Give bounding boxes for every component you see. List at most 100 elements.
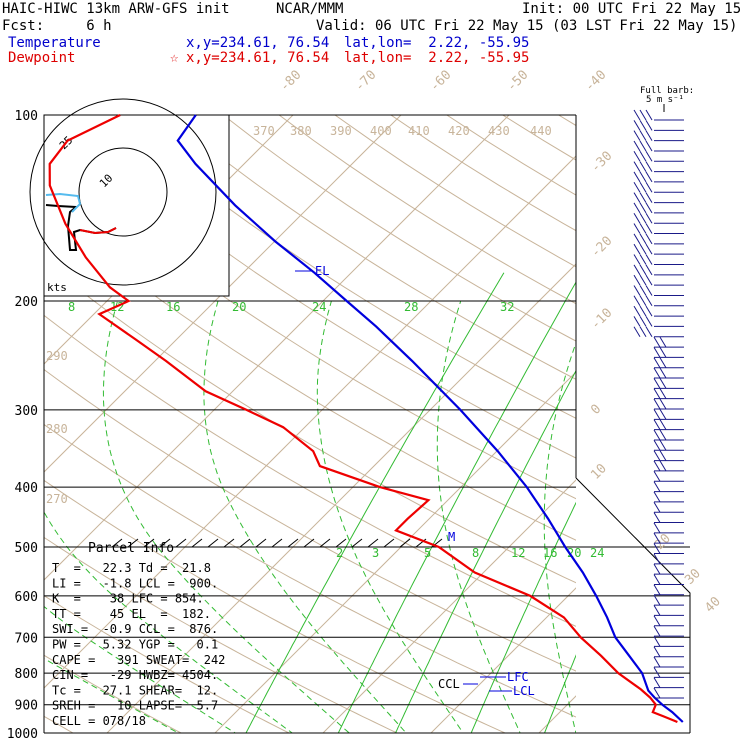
isotherm-label: -10 [588, 306, 615, 333]
mixing-label-lower: 2 [336, 546, 343, 560]
wind-barb [633, 305, 684, 317]
isotherm-label: -50 [504, 68, 531, 95]
dewpoint-legend: Dewpoint [8, 50, 76, 66]
dewpoint-xy: x,y=234.61, 76.54 [186, 50, 330, 66]
barb-legend-line2: 5 m s⁻¹ [646, 95, 684, 105]
parcel-row: CAPE = 391 SWEAT= 242 [52, 653, 225, 667]
wind-barb [633, 140, 684, 152]
lfc-label: LFC [507, 670, 529, 684]
level-markers [295, 270, 512, 692]
parcel-row: SREH = 10 LAPSE= 5.7 [52, 699, 218, 713]
mixing-label-lower: 16 [543, 546, 557, 560]
wind-barb [633, 223, 684, 235]
mixing-label-lower: 8 [472, 546, 479, 560]
wind-barb-legend: Full barb: 5 m s⁻¹ [640, 86, 694, 112]
wind-barb [653, 574, 684, 585]
theta-label: 400 [370, 124, 392, 138]
isotherm-label: 0 [588, 402, 604, 418]
wind-barb [653, 501, 684, 513]
temperature-trace [176, 114, 684, 723]
forecast-hour: Fcst: 6 h [2, 18, 112, 34]
wind-barb [653, 378, 684, 389]
pressure-label-900: 900 [15, 699, 38, 714]
moist-adiabat [203, 300, 407, 733]
wind-barb [653, 656, 684, 668]
parcel-row: K = 38 LFC = 854. [52, 592, 204, 606]
pressure-label-300: 300 [15, 404, 38, 419]
temperature-legend: Temperature [8, 35, 101, 51]
wind-barb [653, 512, 684, 524]
isobar-hatch [111, 538, 123, 548]
wind-barb [633, 202, 684, 214]
wind-barb [633, 171, 684, 183]
isobar-hatch [223, 538, 235, 548]
wind-barb [633, 254, 684, 265]
right-axis-slant [575, 477, 691, 733]
dry-adiabat [54, 115, 576, 459]
wind-barb [653, 440, 684, 451]
mixing-label: 32 [500, 300, 514, 314]
isobar-hatch [191, 538, 203, 548]
parcel-row: T = 22.3 Td = 21.8 [52, 561, 211, 575]
lcl-label: LCL [513, 684, 535, 698]
mixing-ratio-line [694, 273, 740, 740]
isotherm-label: 20 [652, 531, 674, 553]
dry-adiabat [44, 368, 576, 672]
mixing-label-lower: 3 [372, 546, 379, 560]
theta-label-left: 290 [46, 349, 68, 363]
el-label: EL [315, 264, 329, 278]
isobar-hatch [303, 538, 315, 548]
mixing-label-lower: 5 [424, 546, 431, 560]
parcel-title: Parcel Info [88, 541, 174, 556]
wind-barb [653, 367, 684, 379]
wind-barb [633, 151, 684, 162]
wind-barb [653, 491, 684, 503]
wind-barb [653, 625, 684, 637]
wind-barb [653, 584, 684, 596]
isotherm-label: 10 [588, 461, 610, 483]
isobar-hatch [159, 538, 171, 548]
ccl-label: CCL [438, 677, 460, 691]
wind-barb [633, 295, 684, 307]
valid-time: Valid: 06 UTC Fri 22 May 15 (03 LST Fri … [316, 18, 738, 34]
pressure-label-100: 100 [15, 109, 38, 124]
wind-barb [653, 522, 684, 534]
isobar-hatch [271, 538, 283, 548]
theta-label: 390 [330, 124, 352, 138]
wind-barb [653, 481, 684, 493]
moist-adiabat [102, 300, 350, 733]
theta-label-left: 280 [46, 422, 68, 436]
dry-adiabat [44, 208, 576, 541]
mixing-label-lower: 24 [590, 546, 604, 560]
pressure-label-500: 500 [15, 541, 38, 556]
mixing-label: 20 [232, 300, 246, 314]
wind-barb [653, 409, 684, 420]
wind-barb [653, 646, 684, 658]
parcel-row: CIN = -29 HWBZ= 4504. [52, 668, 218, 682]
isotherm-line [106, 263, 576, 733]
hodograph-ring-inner [78, 147, 168, 237]
isobar-hatch [255, 538, 267, 548]
wind-barb [653, 336, 684, 348]
wind-barb [633, 181, 684, 193]
isobar-hatch [399, 538, 411, 548]
mixing-ratio-line [337, 281, 576, 733]
wind-barb [633, 243, 684, 255]
parcel-row: LI = -1.8 LCL = 900. [52, 576, 218, 590]
wind-barb [653, 470, 684, 482]
temperature-xy: x,y=234.61, 76.54 [186, 35, 330, 51]
wind-barb [653, 677, 684, 689]
moist-adiabat [436, 300, 521, 733]
moist-adiabat [543, 341, 576, 733]
wind-barb [633, 274, 684, 286]
mixing-ratio-lines [245, 272, 740, 740]
theta-label: 440 [530, 124, 552, 138]
isotherm-label: -60 [427, 68, 454, 95]
wind-barb [633, 326, 684, 338]
dewpoint-trace [48, 114, 678, 724]
dry-adiabat-lines [44, 115, 576, 733]
dry-adiabat [44, 536, 399, 733]
star-icon: ☆ [170, 50, 179, 66]
moist-adiabat [316, 300, 464, 733]
